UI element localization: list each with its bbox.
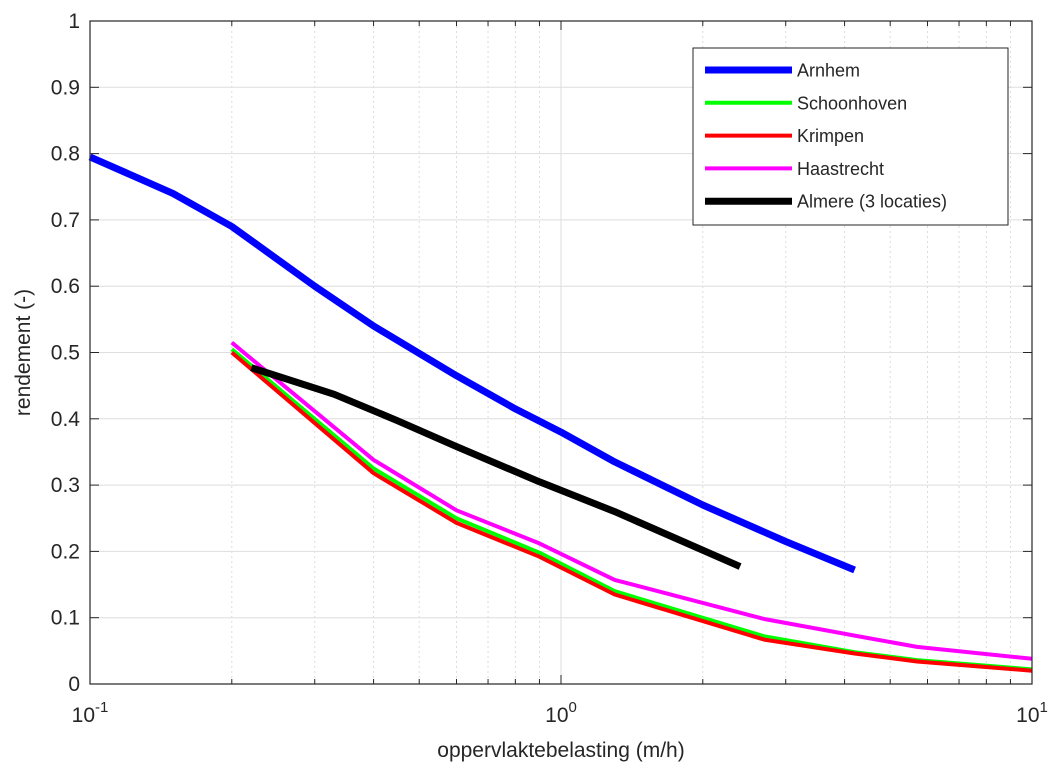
y-tick-label: 0.2 [51, 540, 80, 563]
series-line-krimpen [230, 350, 1033, 673]
x-axis-label: oppervlaktebelasting (m/h) [437, 739, 684, 762]
legend: Arnhem Schoonhoven Krimpen Haastrecht Almere… [692, 47, 1009, 226]
y-tick-label: 1 [68, 10, 80, 33]
series-line-haastrecht [230, 341, 1033, 661]
legend-label-haastrecht: Haastrecht [797, 159, 884, 179]
y-tick-label: 0.1 [51, 607, 80, 630]
y-tick-label: 0.6 [51, 275, 80, 298]
y-tick-label: 0.8 [51, 143, 80, 166]
x-tick-label: 10-1 [72, 699, 109, 727]
y-tick-label: 0 [68, 673, 80, 696]
y-tick-label: 0.4 [51, 408, 81, 431]
legend-label-schoonhoven: Schoonhoven [797, 93, 907, 113]
series-line-almere-3-locaties [250, 364, 742, 570]
y-tick-label: 0.5 [51, 342, 80, 365]
x-tick-label: 101 [1016, 699, 1048, 727]
legend-label-arnhem: Arnhem [797, 61, 860, 81]
y-tick-labels: 0 0.1 0.2 0.3 0.4 0.5 0.6 0.7 0.8 0.9 1 [51, 10, 81, 696]
series-line-arnhem [88, 153, 856, 574]
y-tick-label: 0.9 [51, 76, 80, 99]
x-tick-label: 100 [545, 699, 577, 727]
y-axis-label: rendement (-) [12, 289, 35, 416]
y-tick-label: 0.7 [51, 209, 80, 232]
series-lines [88, 153, 1033, 673]
legend-label-almere-3-locaties: Almere (3 locaties) [797, 192, 947, 212]
legend-label-krimpen: Krimpen [797, 126, 864, 146]
y-tick-label: 0.3 [51, 474, 80, 497]
x-tick-labels: 10-1 100 101 [72, 699, 1048, 727]
axis-ticks [89, 20, 1033, 685]
